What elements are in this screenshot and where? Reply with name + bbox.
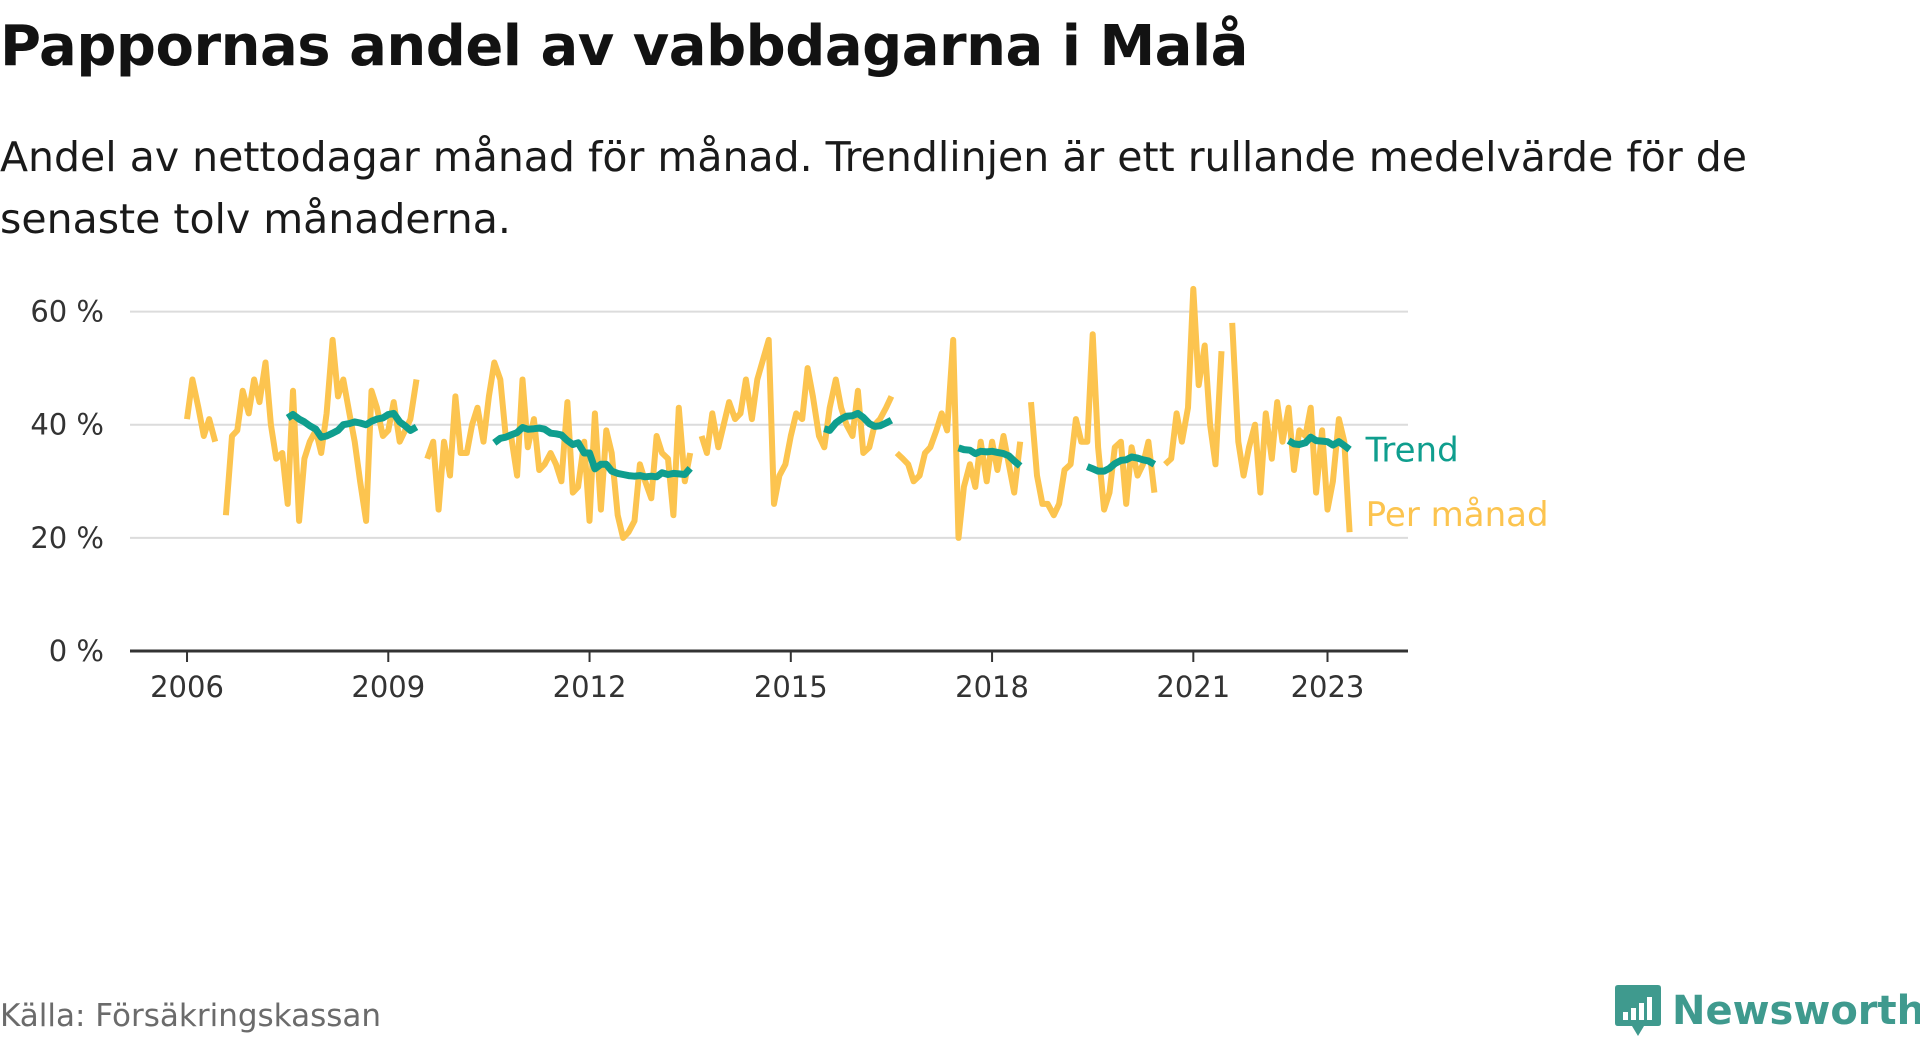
x-tick-label: 2015 — [754, 670, 828, 704]
newsworthy-logo-icon — [1615, 985, 1661, 1036]
source-note: Källa: Försäkringskassan — [0, 998, 382, 1034]
x-tick-label: 2009 — [351, 670, 425, 704]
trend-line — [1286, 433, 1352, 453]
y-tick-label: 60 % — [30, 295, 104, 329]
y-tick-label: 40 % — [30, 408, 104, 442]
per-month-line — [894, 336, 1024, 541]
x-tick-label: 2018 — [955, 670, 1029, 704]
per-month-line — [1229, 322, 1353, 533]
trend-line — [1085, 453, 1157, 475]
x-axis-labels: 2006 2009 2012 2015 2018 2021 2023 — [150, 670, 1364, 704]
x-tick-label: 2006 — [150, 670, 224, 704]
per-month-line — [1163, 285, 1225, 468]
per-month-line — [184, 376, 219, 443]
chart-title: Pappornas andel av vabbdagarna i Malå — [0, 14, 1248, 79]
trend-line — [823, 409, 894, 434]
series-lines — [184, 285, 1353, 541]
trend-line — [957, 444, 1023, 469]
y-tick-label: 20 % — [30, 521, 104, 555]
series-labels: Trend Per månad — [1365, 431, 1549, 536]
newsworthy-logo-text: Newsworthy — [1672, 988, 1920, 1034]
per-month-line — [222, 336, 420, 524]
x-tick-label: 2021 — [1156, 670, 1230, 704]
x-tick-label: 2012 — [553, 670, 627, 704]
newsworthy-logo: Newsworthy — [1614, 980, 1920, 1042]
series-label-per-month: Per månad — [1366, 495, 1549, 535]
series-label-trend: Trend — [1365, 431, 1459, 471]
y-axis-labels: 0 % 20 % 40 % 60 % — [30, 295, 104, 668]
per-month-line — [698, 336, 895, 507]
x-tick-label: 2023 — [1291, 670, 1365, 704]
chart-subtitle: Andel av nettodagar månad för månad. Tre… — [0, 133, 1747, 243]
trend-line — [285, 409, 419, 441]
y-tick-label: 0 % — [49, 634, 104, 668]
trend-line — [492, 424, 693, 481]
per-month-line — [424, 359, 694, 541]
